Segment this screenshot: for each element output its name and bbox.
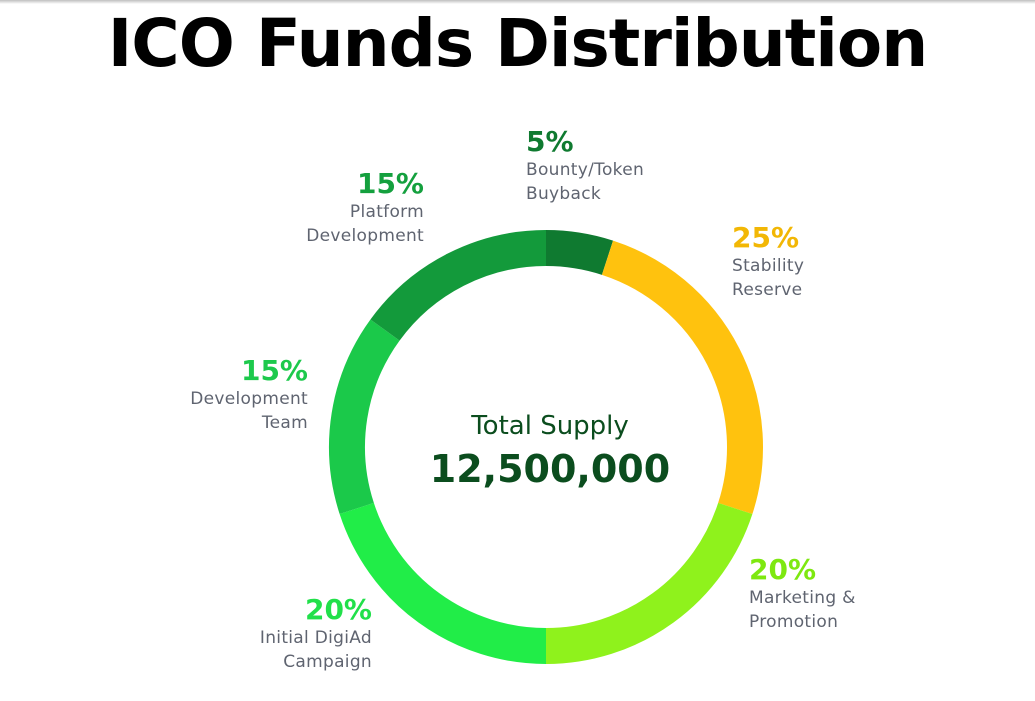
- slice-percent: 20%: [304, 593, 372, 626]
- slice-percent: 5%: [526, 125, 574, 158]
- slice-label-bounty: 5% Bounty/Token Buyback: [526, 126, 726, 206]
- slice-name-line: Development: [306, 226, 424, 246]
- slice-name-line: Buyback: [526, 184, 601, 204]
- slice-percent: 25%: [732, 221, 800, 254]
- slice-name-line: Development: [190, 389, 308, 409]
- slice-name-line: Promotion: [749, 612, 839, 632]
- slice-name-line: Marketing &: [749, 588, 856, 608]
- slice-name-line: Reserve: [732, 280, 803, 300]
- donut-slice-2: [545, 502, 753, 664]
- slice-label-marketing: 20% Marketing & Promotion: [749, 554, 969, 634]
- slice-label-dev-team: 15% Development Team: [108, 355, 308, 435]
- donut-slice-3: [339, 502, 547, 664]
- donut-slice-4: [329, 319, 400, 515]
- donut-slice-1: [601, 240, 763, 515]
- top-edge-line: [0, 0, 1035, 4]
- slice-name-line: Team: [261, 413, 308, 433]
- slice-name-line: Bounty/Token: [526, 160, 645, 180]
- slice-name-line: Stability: [732, 256, 805, 276]
- slice-label-digiad: 20% Initial DigiAd Campaign: [172, 594, 372, 674]
- slice-percent: 20%: [749, 553, 817, 586]
- donut-slice-0: [545, 230, 614, 275]
- center-label: Total Supply: [471, 411, 629, 441]
- slice-name-line: Campaign: [283, 652, 372, 672]
- chart-title: ICO Funds Distribution: [107, 5, 929, 82]
- slice-percent: 15%: [356, 167, 424, 200]
- slice-percent: 15%: [240, 354, 308, 387]
- slice-label-stability: 25% Stability Reserve: [732, 222, 932, 302]
- slice-name-line: Initial DigiAd: [259, 628, 372, 648]
- donut-slice-5: [370, 230, 547, 341]
- center-value: 12,500,000: [429, 447, 671, 491]
- slice-name-line: Platform: [349, 202, 424, 222]
- slice-label-platform: 15% Platform Development: [224, 168, 424, 248]
